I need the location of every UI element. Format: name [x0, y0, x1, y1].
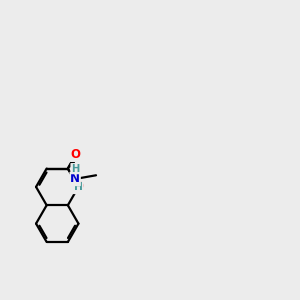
Text: O: O — [71, 148, 81, 161]
Text: O: O — [71, 148, 81, 161]
Text: H: H — [71, 164, 79, 174]
Text: H: H — [74, 182, 83, 192]
Text: N: N — [70, 172, 80, 185]
Text: O: O — [74, 180, 83, 194]
